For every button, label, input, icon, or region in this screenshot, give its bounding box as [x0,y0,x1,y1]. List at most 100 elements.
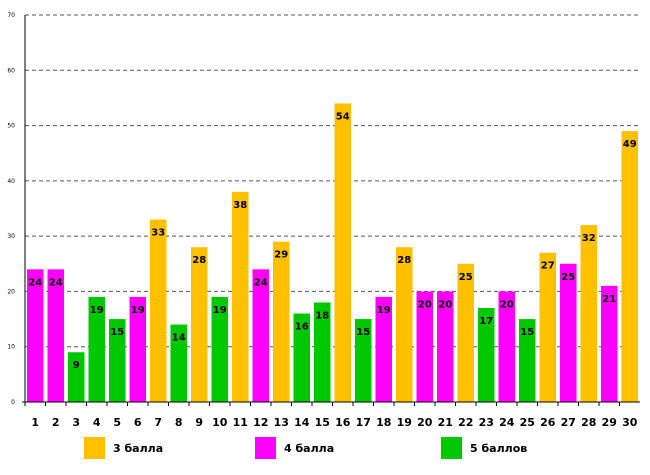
data-label: 19 [213,305,227,316]
data-label: 20 [418,299,432,310]
data-label: 33 [151,228,165,239]
data-label: 24 [49,277,63,288]
bar [47,269,64,402]
x-tick-label: 27 [561,416,576,429]
x-tick-label: 10 [212,416,228,429]
y-tick-label: 10 [7,344,15,351]
bar [539,252,556,402]
data-label: 19 [377,305,391,316]
bar [601,285,618,402]
x-tick-label: 24 [499,416,515,429]
y-tick-label: 60 [7,67,15,74]
x-tick-label: 3 [72,416,80,429]
x-tick-label: 2 [52,416,60,429]
y-tick-label: 40 [7,178,15,185]
data-label: 15 [110,327,124,338]
x-tick-label: 29 [602,416,617,429]
bar [498,291,515,402]
bar [519,319,536,402]
x-tick-label: 18 [376,416,391,429]
x-tick-label: 25 [520,416,535,429]
data-label: 28 [192,255,206,266]
x-tick-label: 15 [315,416,330,429]
data-label: 27 [541,261,555,272]
bar [273,241,290,402]
x-tick-label: 28 [581,416,596,429]
data-label: 18 [315,310,329,321]
bar [314,302,331,402]
bar [560,263,577,402]
bar [88,296,105,402]
data-label: 15 [520,327,534,338]
y-tick-label: 30 [7,233,15,240]
data-label: 16 [295,322,309,333]
bar [211,296,228,402]
bar [334,103,351,402]
bar [293,313,310,402]
bar [27,269,44,402]
x-tick-label: 19 [397,416,412,429]
data-label: 15 [356,327,370,338]
data-label: 29 [274,250,288,261]
x-tick-label: 4 [93,416,101,429]
bar [457,263,474,402]
x-tick-label: 23 [479,416,494,429]
data-label: 19 [131,305,145,316]
data-label: 21 [602,294,616,305]
x-tick-label: 12 [253,416,268,429]
bar [170,324,187,402]
bar [252,269,269,402]
x-tick-label: 11 [233,416,248,429]
data-label: 24 [254,277,268,288]
x-tick-label: 17 [356,416,371,429]
bar [68,352,85,402]
bar [416,291,433,402]
data-label: 9 [73,360,80,371]
bar [580,225,597,402]
bar [129,296,146,402]
data-label: 28 [397,255,411,266]
bar [191,247,208,402]
bar [232,191,249,402]
x-tick-label: 8 [175,416,183,429]
x-tick-label: 21 [438,416,453,429]
data-label: 17 [479,316,493,327]
bar [355,319,372,402]
x-tick-label: 6 [134,416,142,429]
y-tick-label: 50 [7,123,15,130]
x-tick-label: 7 [154,416,162,429]
bar [375,296,392,402]
bar [109,319,126,402]
legend-swatch [255,437,276,459]
legend-swatch [441,437,462,459]
y-tick-label: 20 [7,288,15,295]
x-tick-label: 9 [195,416,203,429]
data-label: 25 [561,272,575,283]
data-label: 32 [582,233,596,244]
bar [478,308,495,402]
x-tick-label: 26 [540,416,556,429]
data-label: 19 [90,305,104,316]
data-label: 49 [623,139,637,150]
data-label: 54 [336,111,350,122]
bar [396,247,413,402]
x-tick-label: 30 [622,416,638,429]
legend-label: 3 балла [113,442,163,455]
legend-label: 4 балла [284,442,334,455]
bar [437,291,454,402]
y-tick-label: 0 [11,399,15,406]
x-tick-label: 20 [417,416,433,429]
x-tick-label: 16 [335,416,351,429]
x-tick-label: 14 [294,416,310,429]
data-label: 14 [172,333,186,344]
data-label: 38 [233,200,247,211]
data-label: 25 [459,272,473,283]
data-label: 20 [500,299,514,310]
data-label: 24 [28,277,42,288]
x-tick-label: 13 [274,416,289,429]
legend-swatch [84,437,105,459]
x-tick-label: 22 [458,416,473,429]
y-tick-label: 70 [7,12,15,19]
x-tick-label: 5 [113,416,121,429]
